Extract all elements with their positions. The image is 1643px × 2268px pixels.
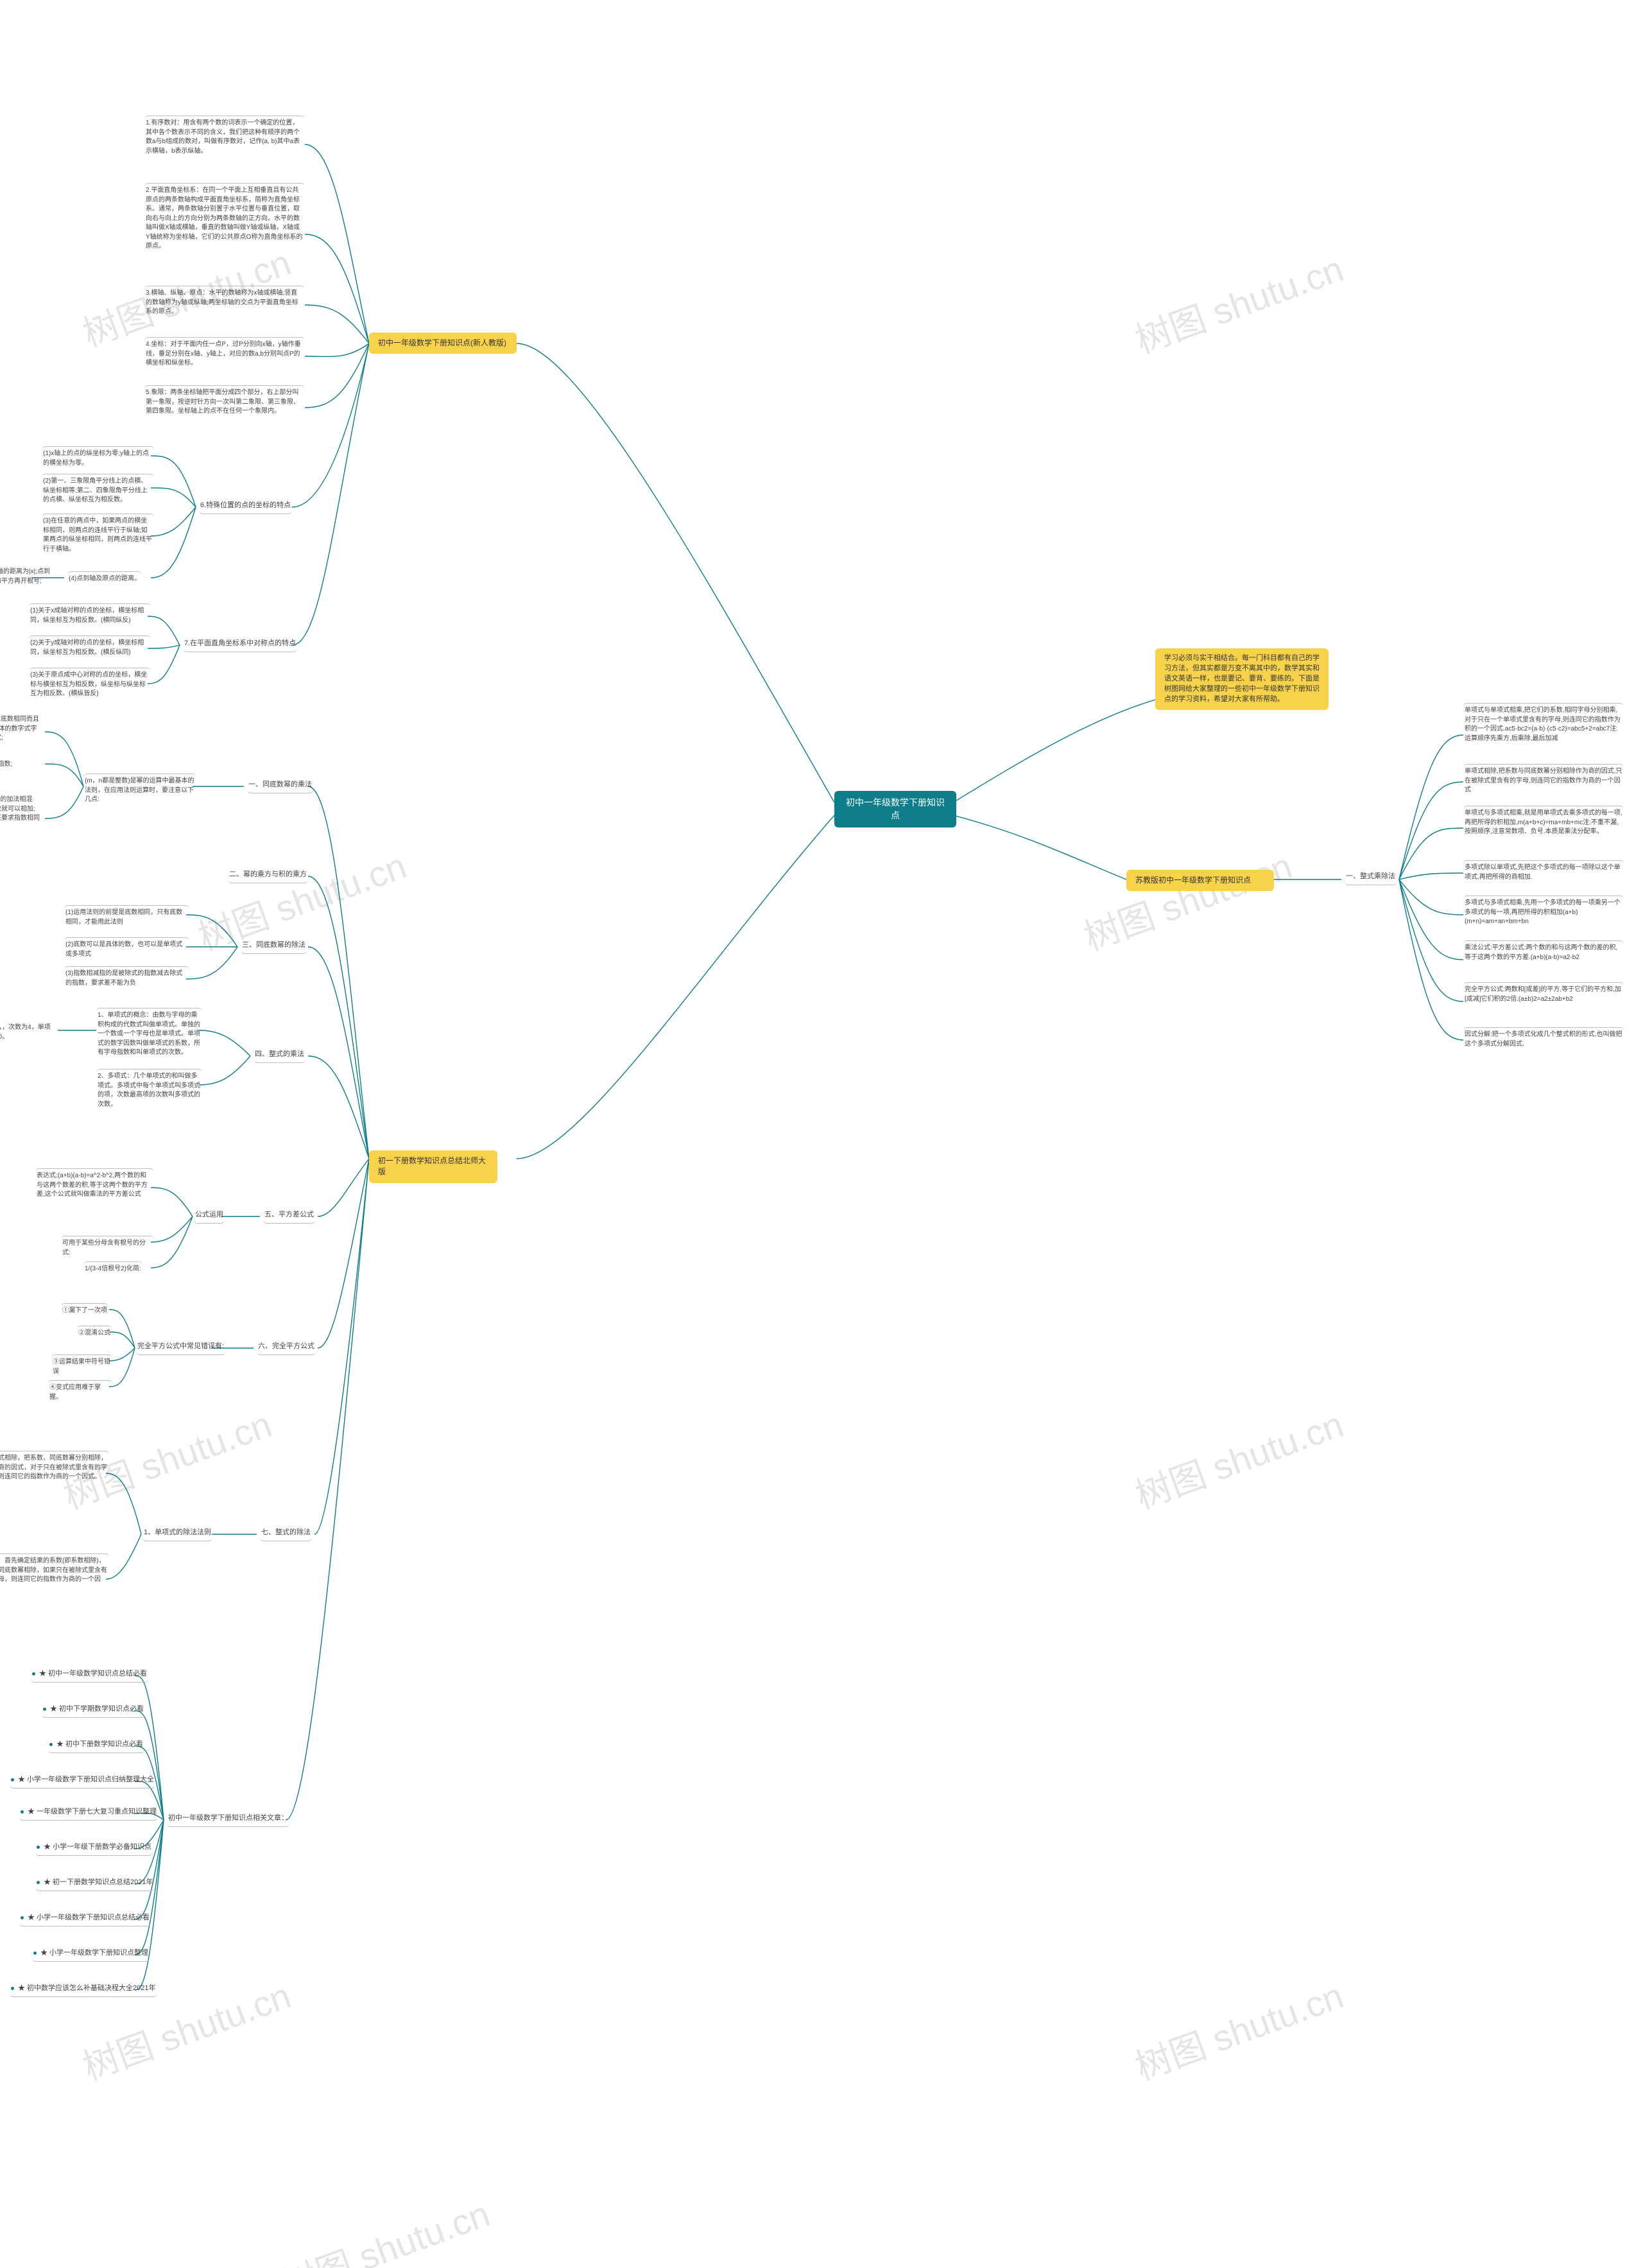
bs-sec6-item: ②混淆公式 [77, 1326, 112, 1338]
rj-g6-item: (1)x轴上的点的纵坐标为零;y轴上的点的横坐标为零。 [42, 446, 154, 468]
rj-g6-item: (3)在任意的两点中，如果两点的横坐标相同，则两点的连线平行于纵轴;如果两点的纵… [42, 514, 154, 554]
bs-sec5-item: 可用于某些分母含有根号的分式: [61, 1236, 154, 1258]
related-item[interactable]: ★ 初一下册数学知识点总结2021年 [35, 1878, 155, 1891]
bs-sec6-item: ①漏下了一次项 [61, 1303, 108, 1316]
related-item[interactable]: ★ 初中数学应该怎么补基础决程大全2021年 [10, 1984, 157, 1997]
su-item: 因式分解:把一个多项式化成几个整式积的形式,也叫做把这个多项式分解因式. [1463, 1027, 1624, 1049]
bs-sec6-main: 完全平方公式中常见错误有: [136, 1342, 225, 1355]
su-item: 多项式除以单项式,先把这个多项式的每一项除以这个单项式,再把所得的商相加. [1463, 860, 1624, 882]
bs-sec4-item: 1、单项式的概念：由数与字母的乘积构成的代数式叫做单项式。单独的一个数或一个字母… [96, 1008, 202, 1058]
related-item[interactable]: ★ 初中下册数学知识点必看 [48, 1740, 144, 1753]
bs-sec4-extra: 如：bca22-，次数为2，，次数为4，单项的1个非零数的次数是0。 [0, 1021, 55, 1042]
bs-sec1-item: b)指数是1时，不要误以为没有指数; [0, 757, 13, 770]
bs-sec7-item: 单项式相除，把系数、同底数幂分别相除，作为商的因式，对于只在被除式里含有的字母，… [0, 1451, 109, 1482]
bs-sec4-title: 四、整式的乘法 [254, 1050, 305, 1063]
related-item[interactable]: ★ 小学一年级数学下册知识点整理 [32, 1948, 150, 1962]
bs-sec5-item: 表达式:(a+b)(a-b)=a^2-b^2,两个数的和与这两个数差的积,等于这… [35, 1168, 154, 1200]
bs-sec3-item: (2)底数可以是具体的数，也可以是单项式或多项式 [64, 937, 189, 959]
rj-g7-title: 7.在平面直角坐标系中对称点的特点 [183, 639, 297, 652]
rj-g6-item: (2)第一、三象限角平分线上的点横、纵坐标相等;第二、四象限角平分线上的点横、纵… [42, 474, 154, 505]
su-item: 单项式与多项式相乘,就是用单项式去乘多项式的每一项,再把所得的积相加,m(a+b… [1463, 806, 1624, 837]
bs-sec3-title: 三、同底数幂的除法 [241, 940, 307, 954]
rj-item: 1.有序数对：用含有两个数的词表示一个确定的位置，其中各个数表示不同的含义，我们… [144, 116, 305, 156]
bs-sec5-item: 1/(3-4倍根号2)化简: [83, 1261, 142, 1274]
rj-g7-item: (2)关于y成轴对称的点的坐标，横坐标相同，纵坐标互为相反数。(横反纵同) [29, 636, 151, 657]
bs-sec3-item: (1)运用法则的前提是底数相同，只有底数相同，才能用此法则 [64, 905, 189, 927]
page: 树图 shutu.cn 树图 shutu.cn 树图 shutu.cn 树图 s… [0, 0, 1643, 2268]
bs-sec1-title: 一、同底数幂的乘法 [247, 780, 313, 793]
watermark: 树图 shutu.cn [1127, 1396, 1350, 1519]
bs-sec2-title: 二、幂的乘方与积的乘方 [228, 870, 308, 883]
branch-rj: 初中一年级数学下册知识点(新人教版) [369, 333, 517, 354]
bs-sec5-main: 公式运用 [194, 1210, 225, 1224]
watermark: 树图 shutu.cn [1127, 1967, 1350, 2090]
su-item: 完全平方公式:两数和[或差]的平方,等于它们的平方和,加[或减]它们积的2倍.(… [1463, 982, 1624, 1004]
branch-bs: 初一下册数学知识点总结北师大版 [369, 1150, 497, 1183]
su-item: 乘法公式:平方差公式:两个数的和与这两个数的差的积,等于这两个数的平方差.(a+… [1463, 940, 1624, 962]
bs-sec7-main: 1、单项式的除法法则 [142, 1528, 212, 1541]
rj-g6-title: 6.特殊位置的点的坐标的特点 [199, 501, 292, 514]
related-item[interactable]: ★ 初中下学期数学知识点必看 [42, 1704, 145, 1718]
related-title: 初中一年级数学下册知识点相关文章： [167, 1814, 289, 1827]
watermark: 树图 shutu.cn [273, 2185, 496, 2268]
bs-sec1-item: c)不要将同底数幂的乘法与整式的加法相混淆，对乘法，只要底数相同指数就可以相加;… [0, 793, 42, 833]
rj-item: 5.象限：两条坐标轴把平面分成四个部分，右上部分叫第一象限，按逆时针方向一次叫第… [144, 385, 305, 417]
intro-node: 学习必须与实干相结合。每一门科目都有自己的学习方法，但其实都是万变不离其中的，数… [1155, 648, 1329, 710]
rj-g6-item: (4)点到轴及原点的距离。 [67, 571, 142, 584]
rj-g6-extra: 点到x轴的距离为|y|;点到y轴的距离为|x|;点到原点的距离为x的平方加y的平… [0, 565, 55, 586]
su-item: 单项式与单项式相乘,把它们的系数,相同字母分别相乘,对于只在一个单项式里含有的字… [1463, 703, 1624, 743]
branch-su: 苏教版初中一年级数学下册知识点 [1126, 870, 1274, 891]
rj-item: 3.横轴、纵轴、原点：水平的数轴称为x轴或横轴;竖直的数轴称为y轴或纵轴;两坐标… [144, 286, 305, 317]
bs-sec1-item: a)法则使用的前提条件是：幂的底数相同而且是相乘时，底数a可以是一个具体的数字式… [0, 713, 42, 743]
bs-sec7-title: 七、整式的除法 [260, 1528, 312, 1541]
bs-sec1-note: (m，n都是整数)是幂的运算中最基本的法则，在应用法则运算时，要注意以下几点: [83, 774, 196, 805]
su-method: 一、整式乘除法 [1345, 872, 1397, 885]
watermark: 树图 shutu.cn [1076, 837, 1298, 960]
bs-sec7-item: 注意：首先确定结果的系数(即系数相除)，然后同底数幂相除，如果只在被除式里含有的… [0, 1554, 109, 1594]
rj-g7-item: (1)关于x成轴对称的点的坐标，横坐标相同，纵坐标互为相反数。(横同纵反) [29, 603, 151, 625]
related-item[interactable]: ★ 小学一年级数学下册知识点总结必看 [19, 1913, 151, 1926]
watermark: 树图 shutu.cn [1127, 240, 1350, 363]
rj-g7-item: (3)关于原点成中心对称的点的坐标，横坐标与横坐标互为相反数，纵坐标与纵坐标互为… [29, 668, 151, 699]
related-item[interactable]: ★ 小学一年级下册数学必备知识点 [35, 1842, 153, 1856]
bs-sec6-item: ④变式应用难于掌握。 [48, 1380, 112, 1402]
bs-sec6-item: ③运算结果中符号错误 [51, 1355, 112, 1376]
su-item: 多项式与多项式相乘,先用一个多项式的每一项乘另一个多项式的每一项,再把所得的积相… [1463, 896, 1624, 927]
su-item: 单项式相除,把系数与同底数幂分别相除作为商的因式,只在被除式里含有的字母,则连同… [1463, 764, 1624, 795]
related-item[interactable]: ★ 初中一年级数学知识点总结必看 [31, 1669, 148, 1683]
rj-item: 4.坐标：对于平面内任一点P，过P分别向x轴，y轴作垂线，垂足分别在x轴、y轴上… [144, 337, 305, 368]
related-item[interactable]: ★ 小学一年级数学下册知识点归纳整理大全 [10, 1775, 155, 1788]
related-item[interactable]: ★ 一年级数学下册七大复习重点知识整理 [19, 1807, 158, 1821]
bs-sec3-item: (3)指数相减指的是被除式的指数减去除式的指数，要求差不能为负 [64, 966, 189, 988]
bs-sec6-title: 六、完全平方公式 [257, 1342, 316, 1355]
bs-sec5-title: 五、平方差公式 [263, 1210, 315, 1224]
rj-item: 2.平面直角坐标系：在同一个平面上互相垂直且有公共原点的两条数轴构成平面直角坐标… [144, 183, 305, 252]
center-node: 初中一年级数学下册知识点 [834, 791, 956, 827]
bs-sec4-item: 2、多项式：几个单项式的和叫做多项式。多项式中每个单项式叫多项式的项，次数最高项… [96, 1069, 202, 1109]
